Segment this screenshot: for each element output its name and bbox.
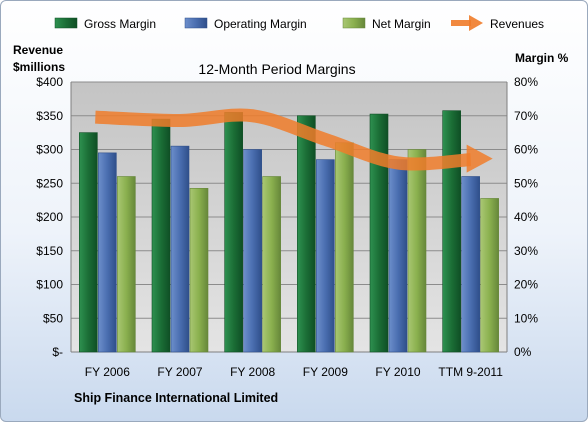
legend-swatch-net-margin bbox=[342, 17, 366, 29]
x-tick-label: FY 2008 bbox=[230, 365, 275, 379]
x-tick-label: TTM 9-2011 bbox=[438, 365, 503, 379]
operating-margin-bar bbox=[98, 152, 117, 353]
left-tick-label: $200 bbox=[36, 210, 63, 224]
x-tick-label: FY 2006 bbox=[85, 365, 130, 379]
left-axis-label-line2: $millions bbox=[13, 60, 65, 74]
legend-label-net-margin: Net Margin bbox=[372, 17, 431, 31]
left-tick-label: $300 bbox=[36, 143, 63, 157]
right-tick-label: 20% bbox=[514, 278, 538, 292]
chart-title: 12-Month Period Margins bbox=[198, 61, 355, 77]
left-tick-label: $50 bbox=[43, 311, 63, 325]
gross-margin-bar bbox=[297, 115, 316, 353]
net-margin-bar bbox=[335, 142, 354, 353]
x-tick-label: FY 2009 bbox=[303, 365, 348, 379]
left-tick-label: $250 bbox=[36, 176, 63, 190]
legend-swatch-operating-margin bbox=[184, 17, 208, 29]
legend-label-gross-margin: Gross Margin bbox=[84, 17, 156, 31]
legend: Gross Margin Operating Margin Net Margin… bbox=[54, 15, 544, 31]
operating-margin-bar bbox=[388, 159, 408, 353]
gross-margin-bar bbox=[151, 118, 171, 353]
operating-margin-bar bbox=[461, 176, 480, 353]
left-tick-label: $- bbox=[52, 345, 63, 359]
right-axis-label: Margin % bbox=[515, 51, 569, 65]
right-tick-label: 80% bbox=[514, 75, 538, 89]
company-name: Ship Finance International Limited bbox=[74, 391, 278, 405]
operating-margin-bar bbox=[316, 159, 335, 353]
net-margin-bar bbox=[407, 149, 427, 353]
left-tick-label: $150 bbox=[36, 244, 63, 258]
net-margin-bar bbox=[480, 198, 499, 353]
gross-margin-bar bbox=[442, 110, 461, 353]
x-tick-label: FY 2007 bbox=[157, 365, 202, 379]
x-tick-label: FY 2010 bbox=[375, 365, 420, 379]
left-tick-label: $400 bbox=[36, 75, 63, 89]
revenues-arrowhead bbox=[466, 144, 493, 173]
left-tick-label: $100 bbox=[36, 278, 63, 292]
gross-margin-bar bbox=[224, 112, 243, 353]
net-margin-bar bbox=[262, 176, 281, 353]
net-margin-bar bbox=[189, 188, 209, 353]
revenues-line bbox=[95, 108, 472, 171]
right-tick-label: 70% bbox=[514, 109, 538, 123]
gross-margin-bar bbox=[369, 113, 389, 353]
legend-label-operating-margin: Operating Margin bbox=[214, 17, 307, 31]
legend-swatch-gross-margin bbox=[54, 17, 78, 29]
operating-margin-bar bbox=[243, 149, 262, 353]
legend-swatch-revenues bbox=[451, 15, 483, 31]
right-tick-label: 50% bbox=[514, 176, 538, 190]
right-tick-label: 40% bbox=[514, 210, 538, 224]
right-tick-label: 60% bbox=[514, 143, 538, 157]
right-tick-label: 0% bbox=[514, 345, 532, 359]
left-axis-label-line1: Revenue bbox=[13, 43, 63, 57]
right-tick-label: 10% bbox=[514, 311, 538, 325]
gross-margin-bar bbox=[79, 132, 98, 353]
right-tick-label: 30% bbox=[514, 244, 538, 258]
net-margin-bar bbox=[117, 176, 136, 353]
operating-margin-bar bbox=[170, 145, 190, 353]
left-tick-label: $350 bbox=[36, 109, 63, 123]
legend-label-revenues: Revenues bbox=[490, 17, 544, 31]
